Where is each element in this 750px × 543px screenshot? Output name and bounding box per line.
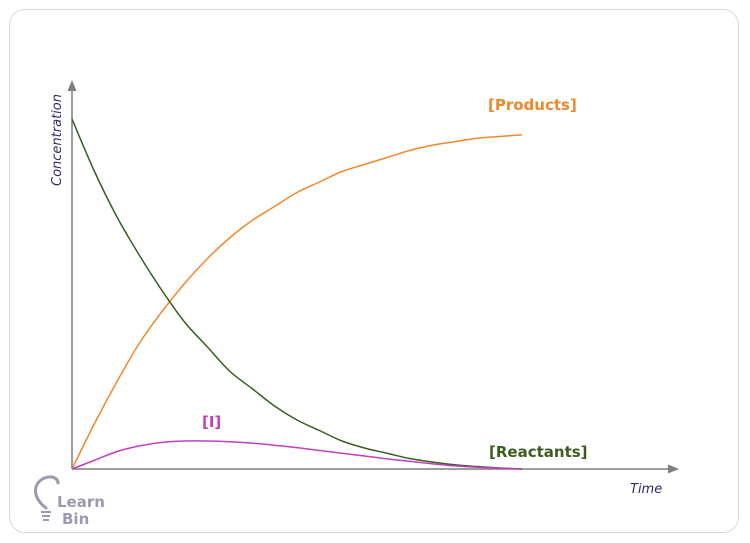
logo-text-learn: Learn [57, 493, 105, 511]
series-line-reactants [71, 118, 523, 470]
lightbulb-icon [34, 475, 60, 521]
x-axis-arrow [668, 464, 679, 474]
chart-card [9, 9, 739, 533]
series-layer [71, 118, 523, 470]
learnbin-logo: Learn Bin [34, 475, 105, 528]
y-axis-title: Concentration [50, 94, 65, 186]
x-axis-title: Time [630, 482, 662, 497]
axes [67, 80, 679, 474]
logo-text-bin: Bin [62, 510, 89, 528]
series-line-intermediate [71, 440, 523, 470]
series-label-reactants: [Reactants] [489, 443, 588, 461]
series-label-products: [Products] [488, 96, 577, 114]
series-line-products [71, 134, 523, 470]
series-label-intermediate: [I] [202, 413, 221, 431]
y-axis-arrow [67, 80, 77, 91]
